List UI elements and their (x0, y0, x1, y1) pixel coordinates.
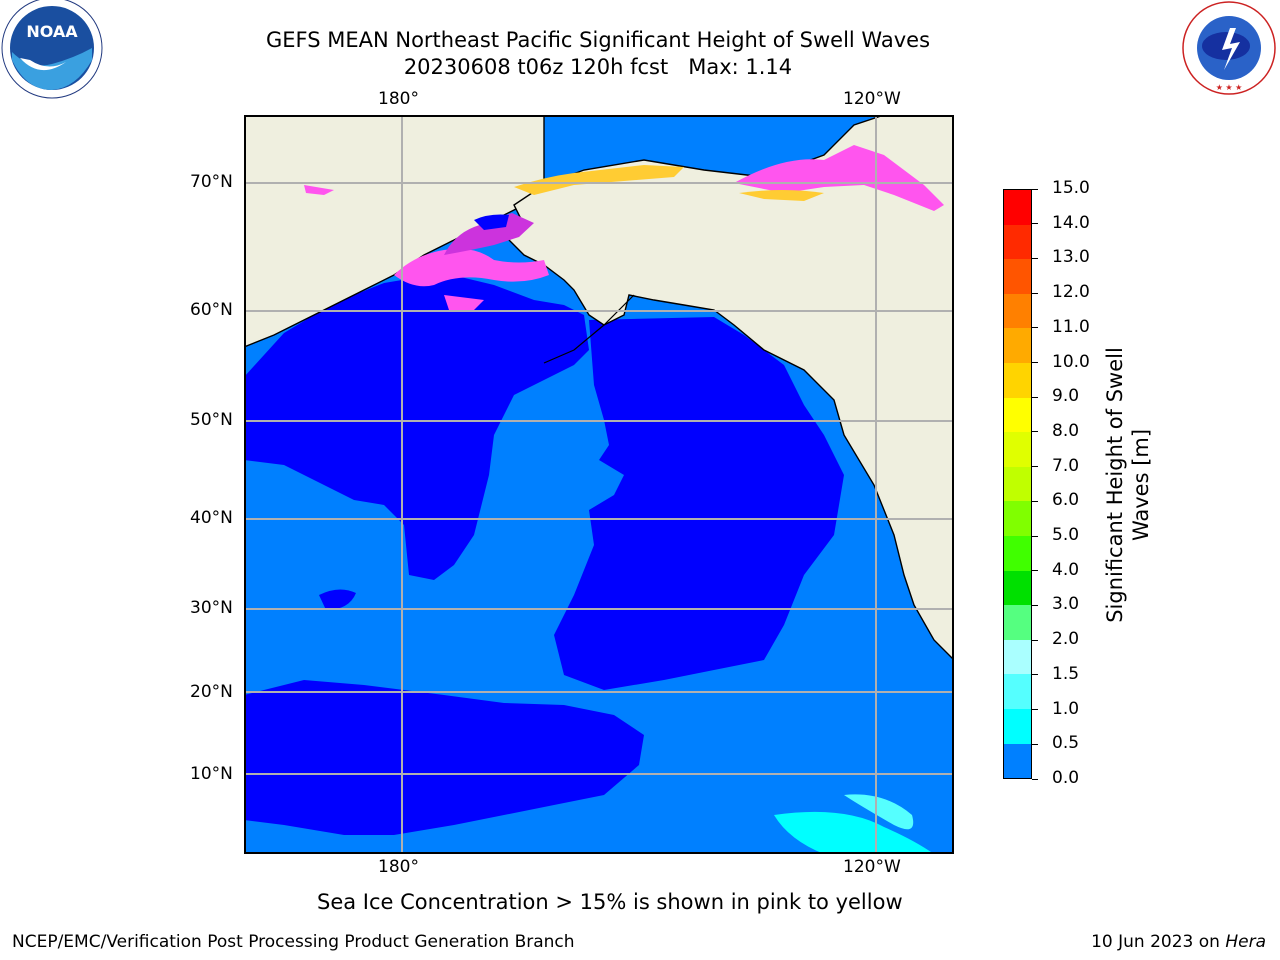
lat-label-30n: 30°N (190, 598, 233, 618)
colorbar-tick-label: 2.0 (1052, 629, 1080, 650)
colorbar-tick-label: 1.0 (1052, 698, 1080, 719)
colorbar-tick-label: 0.5 (1052, 733, 1080, 754)
colorbar-tick-mark (1032, 466, 1038, 468)
colorbar-tick-mark (1032, 500, 1038, 502)
colorbar-tick-mark (1032, 396, 1038, 398)
colorbar-segment (1004, 293, 1031, 329)
graticule (244, 115, 954, 854)
colorbar-label: Significant Height of Swell Waves [m] (1102, 347, 1154, 623)
colorbar-tick-mark (1032, 709, 1038, 711)
colorbar-segment (1004, 362, 1031, 398)
lat-label-20n: 20°N (190, 682, 233, 702)
colorbar-tick-label: 12.0 (1052, 282, 1090, 303)
colorbar-tick-mark (1032, 362, 1038, 364)
lon-label-top-120w: 120°W (843, 89, 901, 109)
colorbar-tick-mark (1032, 257, 1038, 259)
footer-date: 10 Jun 2023 on Hera (1091, 932, 1266, 952)
noaa-logo: NOAA (1, 0, 103, 99)
colorbar-segment (1004, 466, 1031, 502)
ocean-low-swell-central (554, 317, 844, 690)
lat-label-50n: 50°N (190, 410, 233, 430)
lat-label-40n: 40°N (190, 508, 233, 528)
colorbar-segment (1004, 743, 1031, 779)
colorbar-segment (1004, 708, 1031, 744)
colorbar-tick-label: 11.0 (1052, 316, 1090, 337)
colorbar-tick-label: 7.0 (1052, 455, 1080, 476)
colorbar-tick-label: 6.0 (1052, 490, 1080, 511)
colorbar-tick-label: 9.0 (1052, 386, 1080, 407)
colorbar-tick-label: 3.0 (1052, 594, 1080, 615)
colorbar-tick-label: 10.0 (1052, 351, 1090, 372)
colorbar-segment (1004, 259, 1031, 294)
colorbar-tick-mark (1032, 188, 1038, 190)
colorbar-tick-mark (1032, 327, 1038, 329)
colorbar-segment (1004, 397, 1031, 433)
colorbar-segment (1004, 570, 1031, 606)
lon-label-top-180: 180° (378, 89, 419, 109)
colorbar-tick-label: 13.0 (1052, 247, 1090, 268)
colorbar-tick-mark (1032, 604, 1038, 606)
footer-date-text: 10 Jun 2023 on (1091, 932, 1226, 952)
colorbar-label-line2: Waves [m] (1129, 428, 1153, 542)
colorbar (1003, 189, 1032, 779)
colorbar-segment (1004, 224, 1031, 260)
colorbar-tick-label: 1.5 (1052, 663, 1080, 684)
colorbar-tick-mark (1032, 292, 1038, 294)
colorbar-tick-mark (1032, 535, 1038, 537)
footer-host: Hera (1225, 932, 1266, 952)
map-panel (244, 115, 954, 854)
colorbar-tick-mark (1032, 743, 1038, 745)
chart-title: GEFS MEAN Northeast Pacific Significant … (265, 28, 931, 52)
sea-ice-note: Sea Ice Concentration > 15% is shown in … (317, 890, 903, 914)
colorbar-tick-mark (1032, 570, 1038, 572)
colorbar-tick-label: 4.0 (1052, 559, 1080, 580)
colorbar-tick-mark (1032, 223, 1038, 225)
colorbar-segment (1004, 674, 1031, 709)
svg-text:★ ★ ★: ★ ★ ★ (1216, 83, 1243, 92)
colorbar-tick-label: 14.0 (1052, 212, 1090, 233)
chart-subtitle: 20230608 t06z 120h fcst Max: 1.14 (403, 55, 793, 79)
colorbar-tick-label: 8.0 (1052, 420, 1080, 441)
colorbar-segment (1004, 432, 1031, 467)
lat-label-10n: 10°N (190, 764, 233, 784)
colorbar-segment (1004, 535, 1031, 571)
footer-credit: NCEP/EMC/Verification Post Processing Pr… (12, 932, 575, 952)
colorbar-tick-mark (1032, 674, 1038, 676)
lat-label-60n: 60°N (190, 300, 233, 320)
colorbar-label-line1: Significant Height of Swell (1103, 347, 1127, 623)
sea-ice-overlay (304, 145, 944, 310)
lon-label-bottom-180: 180° (378, 857, 419, 877)
ocean-low-swell-north (244, 273, 589, 580)
noaa-logo-text: NOAA (26, 22, 78, 41)
colorbar-tick-label: 5.0 (1052, 525, 1080, 546)
colorbar-tick-label: 0.0 (1052, 768, 1080, 788)
colorbar-segment (1004, 501, 1031, 536)
ocean-higher-swell (774, 811, 934, 854)
colorbar-segment (1004, 639, 1031, 675)
colorbar-tick-label: 15.0 (1052, 178, 1090, 198)
colorbar-tick-mark (1032, 778, 1038, 780)
colorbar-segment (1004, 605, 1031, 640)
nws-logo: ★ ★ ★ (1182, 1, 1276, 95)
colorbar-tick-mark (1032, 639, 1038, 641)
lat-label-70n: 70°N (190, 172, 233, 192)
lon-label-bottom-120w: 120°W (843, 857, 901, 877)
ocean-low-swell-south (244, 680, 644, 835)
colorbar-segment (1004, 190, 1031, 225)
colorbar-segment (1004, 328, 1031, 363)
colorbar-tick-mark (1032, 431, 1038, 433)
